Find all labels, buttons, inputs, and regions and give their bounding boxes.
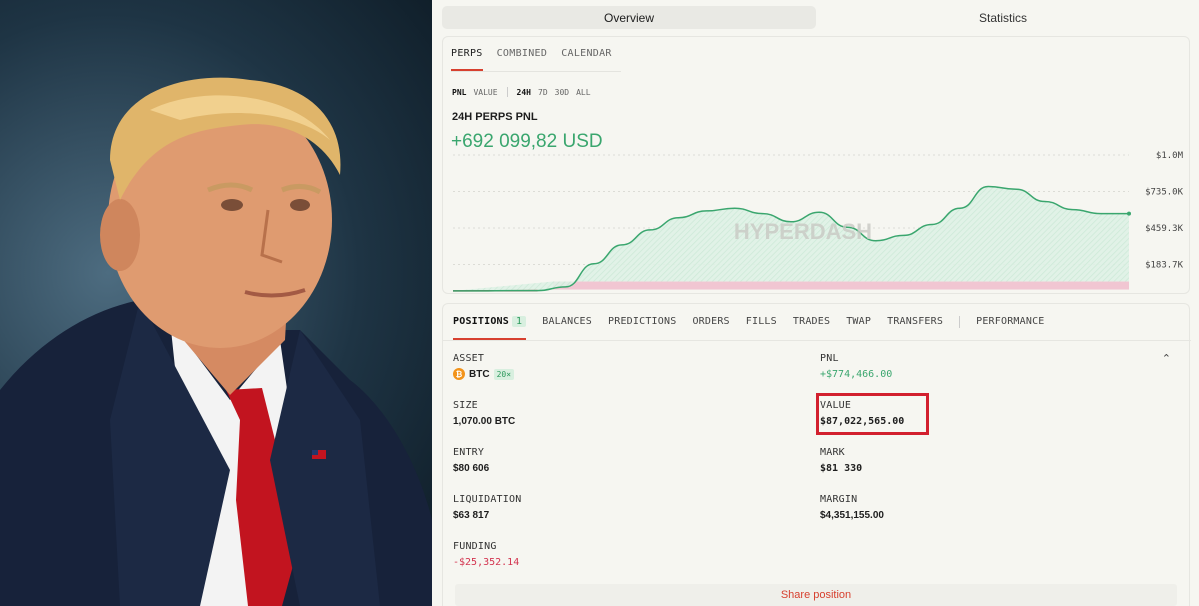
- value-field: VALUE $87,022,565.00: [820, 400, 904, 427]
- size-value: 1,070.00 BTC: [453, 416, 516, 427]
- tab-twap[interactable]: TWAP: [846, 316, 872, 327]
- pnl-endpoint: [1127, 211, 1131, 216]
- portrait-illustration: [0, 77, 432, 606]
- tab-trades[interactable]: TRADES: [792, 316, 831, 327]
- tab-balances[interactable]: BALANCES: [542, 316, 592, 327]
- share-position-button[interactable]: Share position: [455, 584, 1177, 606]
- pnl-label: PNL: [820, 353, 839, 364]
- leverage-badge: 20×: [493, 368, 515, 380]
- tab-performance[interactable]: PERFORMANCE: [976, 316, 1045, 327]
- asset-field: ASSET ₿ BTC 20×: [453, 353, 515, 380]
- filter-7d[interactable]: 7D: [538, 87, 548, 97]
- positions-tab-bar: POSITIONS 1 BALANCES PREDICTIONS ORDERS F…: [453, 316, 1045, 340]
- filter-24h[interactable]: 24H: [516, 87, 531, 97]
- margin-label: MARGIN: [820, 494, 858, 505]
- asset-label: ASSET: [453, 353, 485, 364]
- tab-fills[interactable]: FILLS: [745, 316, 777, 327]
- mark-field: MARK $81 330: [820, 447, 862, 474]
- value-label: VALUE: [820, 400, 852, 411]
- value-highlight-box: [816, 393, 929, 435]
- top-tab-bar: Overview Statistics: [442, 6, 1190, 29]
- tab-divider: [959, 316, 961, 328]
- pnl-field: PNL +$774,466.00: [820, 353, 892, 380]
- filter-30d[interactable]: 30D: [554, 87, 570, 97]
- tab-transfers[interactable]: TRANSFERS: [887, 316, 944, 327]
- entry-field: ENTRY $80 606: [453, 447, 489, 474]
- tab-perps[interactable]: PERPS: [451, 48, 483, 71]
- tab-orders[interactable]: ORDERS: [692, 316, 730, 327]
- filter-all[interactable]: ALL: [576, 87, 591, 97]
- asset-row: ₿ BTC 20×: [453, 368, 515, 380]
- pnl-area-chart: HYPERDASH $1.0M$735.0K$459.3K$183.7K-$91…: [452, 151, 1184, 292]
- y-tick-label: $1.0M: [1156, 151, 1184, 161]
- chevron-up-icon[interactable]: ⌃: [1161, 353, 1171, 365]
- negative-band: [553, 281, 1129, 290]
- hyperdash-watermark: HYPERDASH: [734, 219, 872, 244]
- pnl-line: [452, 185, 1129, 292]
- filter-separator: [506, 87, 508, 97]
- value-amount: $87,022,565.00: [820, 416, 905, 427]
- entry-label: ENTRY: [453, 447, 485, 458]
- funding-value: -$25,352.14: [453, 557, 520, 568]
- tab-positions-label: POSITIONS: [453, 316, 509, 327]
- tab-combined[interactable]: COMBINED: [496, 48, 548, 59]
- y-tick-label: $459.3K: [1145, 224, 1184, 234]
- pnl-total: +692 099,82 USD: [451, 131, 603, 152]
- pnl-area-fill: [453, 186, 1129, 291]
- liquidation-value: $63 817: [453, 510, 490, 521]
- asset-symbol: BTC: [469, 368, 490, 380]
- dashboard-panel: Overview Statistics PERPS COMBINED CALEN…: [432, 0, 1199, 606]
- tab-positions[interactable]: POSITIONS 1: [453, 316, 527, 340]
- margin-field: MARGIN $4,351,155.00: [820, 494, 884, 521]
- tab-calendar[interactable]: CALENDAR: [561, 48, 612, 59]
- mark-value: $81 330: [820, 463, 863, 474]
- filter-value[interactable]: VALUE: [473, 87, 498, 97]
- liquidation-label: LIQUIDATION: [453, 494, 522, 505]
- sub-tab-divider: [451, 71, 621, 72]
- y-tick-label: $183.7K: [1145, 261, 1184, 271]
- liquidation-field: LIQUIDATION $63 817: [453, 494, 521, 521]
- size-field: SIZE 1,070.00 BTC: [453, 400, 515, 427]
- filter-pnl[interactable]: PNL: [452, 87, 467, 97]
- size-label: SIZE: [453, 400, 478, 411]
- positions-tab-underline: [443, 340, 1191, 341]
- positions-card: POSITIONS 1 BALANCES PREDICTIONS ORDERS F…: [442, 303, 1191, 606]
- funding-label: FUNDING: [453, 541, 497, 552]
- chart-sub-tabs: PERPS COMBINED CALENDAR: [451, 48, 612, 71]
- tab-statistics[interactable]: Statistics: [978, 10, 1027, 25]
- positions-count-badge: 1: [512, 316, 527, 327]
- funding-field: FUNDING -$25,352.14: [453, 541, 519, 568]
- y-tick-label: $735.0K: [1145, 188, 1184, 198]
- bitcoin-icon: ₿: [453, 368, 465, 380]
- tab-overview[interactable]: Overview: [442, 6, 816, 29]
- entry-value: $80 606: [453, 463, 490, 474]
- portrait-photo: [0, 0, 432, 606]
- chart-filters: PNL VALUE 24H 7D 30D ALL: [452, 87, 591, 97]
- chart-title: 24H PERPS PNL: [452, 111, 538, 123]
- pnl-chart-card: PERPS COMBINED CALENDAR PNL VALUE 24H 7D…: [442, 36, 1190, 294]
- pnl-value: +$774,466.00: [820, 369, 893, 380]
- mark-label: MARK: [820, 447, 845, 458]
- margin-value: $4,351,155.00: [820, 510, 884, 521]
- tab-predictions[interactable]: PREDICTIONS: [608, 316, 677, 327]
